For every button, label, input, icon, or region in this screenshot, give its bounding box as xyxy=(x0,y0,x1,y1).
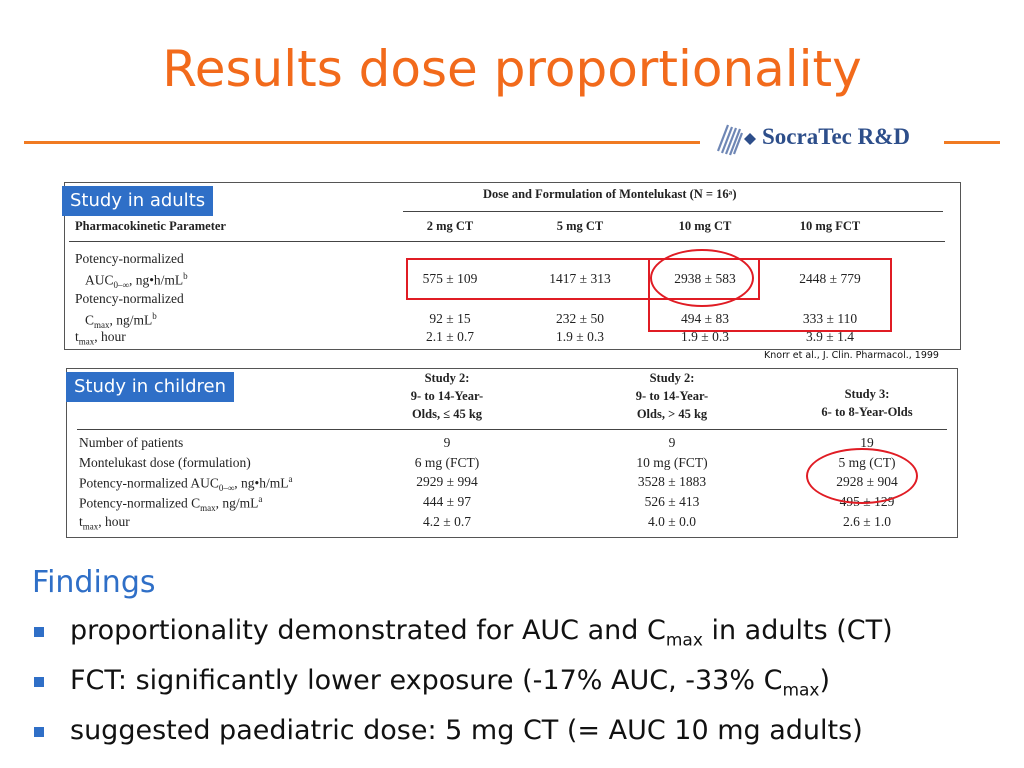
bullet-square-icon xyxy=(34,727,44,737)
col-header-line2: Study 3: xyxy=(844,387,890,401)
value-cell: 9 xyxy=(443,435,451,450)
row-label-dose: Montelukast dose (formulation) xyxy=(79,455,251,470)
value-cell: 2.6 ± 1.0 xyxy=(843,514,891,529)
adult-study-table: Dose and Formulation of Montelukast (N =… xyxy=(64,182,961,350)
finding-item: FCT: significantly lower exposure (-17% … xyxy=(32,660,1012,710)
value-cell: 232 ± 50 xyxy=(556,311,604,326)
row-label-cmax: Cmax, ng/mLb xyxy=(85,311,157,331)
row-label-tmax: tmax, hour xyxy=(79,514,130,532)
value-cell: 2929 ± 994 xyxy=(416,474,478,489)
value-cell: 10 mg (FCT) xyxy=(636,455,708,470)
col-header-line3: Olds, > 45 kg xyxy=(636,407,708,421)
value-cell: 4.2 ± 0.7 xyxy=(423,514,471,529)
col-header-5mg-ct: 5 mg CT xyxy=(556,219,604,233)
value-cell: 9 xyxy=(668,435,676,450)
header-rule-right xyxy=(944,141,1000,144)
value-cell: 19 xyxy=(860,435,874,450)
value-cell: 4.0 ± 0.0 xyxy=(648,514,696,529)
col-header-10mg-ct: 10 mg CT xyxy=(678,219,732,233)
row-label-patients: Number of patients xyxy=(79,435,184,450)
finding-item: suggested paediatric dose: 5 mg CT (= AU… xyxy=(32,710,1012,760)
auc-highlight-box xyxy=(406,258,760,300)
col-header-line2: 9- to 14-Year- xyxy=(635,389,709,403)
col-header-line3: Olds, ≤ 45 kg xyxy=(411,407,483,421)
value-cell: 2448 ± 779 xyxy=(799,271,861,286)
value-cell: 6 mg (FCT) xyxy=(414,455,480,470)
value-cell: 92 ± 15 xyxy=(429,311,471,326)
finding-item: proportionality demonstrated for AUC and… xyxy=(32,610,1012,660)
value-cell: 1.9 ± 0.3 xyxy=(681,329,729,344)
value-cell: 333 ± 110 xyxy=(802,311,858,326)
row-label-auc: AUC0–∞, ng•h/mLb xyxy=(85,271,188,291)
value-cell: 2.1 ± 0.7 xyxy=(426,329,474,344)
row-label-prefix: Potency-normalized xyxy=(75,251,184,266)
bullet-square-icon xyxy=(34,627,44,637)
value-cell: 575 ± 109 xyxy=(422,271,478,286)
ct-fct-highlight-box xyxy=(648,258,892,332)
child-study-label: Study in children xyxy=(66,372,235,402)
row-label-prefix: Potency-normalized xyxy=(75,291,184,306)
header-rule-left xyxy=(24,141,700,144)
col-header-2mg-ct: 2 mg CT xyxy=(426,219,474,233)
dose-group-header: Dose and Formulation of Montelukast (N =… xyxy=(483,187,737,201)
reference-citation: Knorr et al., J. Clin. Pharmacol., 1999 xyxy=(764,350,939,361)
column-header-divider xyxy=(69,241,945,242)
value-cell: 1.9 ± 0.3 xyxy=(556,329,604,344)
header-divider xyxy=(403,211,943,212)
value-cell: 3.9 ± 1.4 xyxy=(806,329,854,344)
col-header-line1: Study 2: xyxy=(424,371,470,385)
col-header-line3: 6- to 8-Year-Olds xyxy=(821,405,913,419)
logo-text: SocraTec R&D xyxy=(762,124,910,149)
value-cell: 444 ± 97 xyxy=(423,494,471,509)
findings-heading: Findings xyxy=(32,565,156,600)
value-cell: 526 ± 413 xyxy=(644,494,700,509)
slide-title: Results dose proportionality xyxy=(162,40,862,98)
company-logo: SocraTec R&D xyxy=(714,119,942,159)
findings-list: proportionality demonstrated for AUC and… xyxy=(32,610,1012,760)
row-label-cmax: Potency-normalized Cmax, ng/mLa xyxy=(79,494,263,514)
column-header-divider xyxy=(77,429,947,430)
adult-study-label: Study in adults xyxy=(62,186,214,216)
col-header-line2: 9- to 14-Year- xyxy=(410,389,484,403)
bullet-square-icon xyxy=(34,677,44,687)
row-label-auc: Potency-normalized AUC0–∞, ng•h/mLa xyxy=(79,474,293,494)
param-header: Pharmacokinetic Parameter xyxy=(75,219,226,233)
logo-mark-icon xyxy=(716,124,756,156)
col-header-line1: Study 2: xyxy=(649,371,695,385)
value-cell: 494 ± 83 xyxy=(681,311,729,326)
auc-10mg-highlight-circle xyxy=(650,249,754,307)
child-5mg-highlight-circle xyxy=(806,448,918,504)
col-header-10mg-fct: 10 mg FCT xyxy=(799,219,861,233)
value-cell: 1417 ± 313 xyxy=(549,271,611,286)
row-label-tmax: tmax, hour xyxy=(75,329,126,347)
value-cell: 3528 ± 1883 xyxy=(637,474,707,489)
